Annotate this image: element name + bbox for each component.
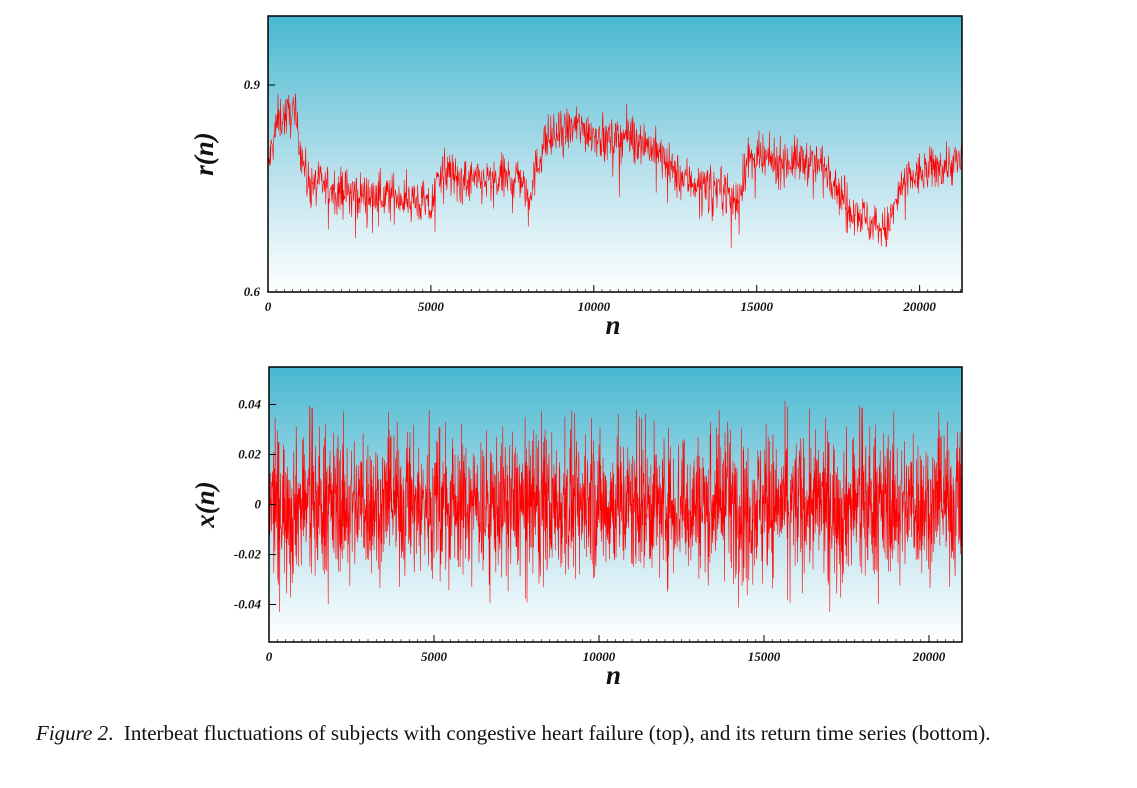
x-tick-label: 20000 — [902, 299, 936, 314]
y-tick-label: -0.02 — [234, 547, 262, 562]
x-tick-label: 10000 — [578, 299, 611, 314]
y-tick-label: 0 — [255, 497, 262, 512]
data-series-line — [268, 400, 963, 613]
caption-separator: . — [108, 721, 124, 745]
figure: 0 5000 10000 15000 20000 0.6 0.9 n r(n) 0 5000 100… — [189, 15, 963, 690]
caption-text: Interbeat fluctuations of subjects with … — [123, 721, 991, 745]
x-tick-label: 15000 — [748, 649, 781, 664]
y-tick-label: 0.6 — [244, 284, 261, 299]
x-tick-label: 0 — [265, 299, 272, 314]
caption-label: Figure 2 — [36, 721, 109, 745]
plot-background — [268, 16, 962, 292]
x-tick-label: 5000 — [418, 299, 445, 314]
chart-top-r-n: 0 5000 10000 15000 20000 0.6 0.9 n r(n) — [189, 15, 963, 340]
y-axis-label: r(n) — [189, 132, 219, 176]
y-tick-label: 0.9 — [244, 77, 261, 92]
x-axis-label: n — [605, 310, 620, 340]
chart-bottom-x-n: 0 5000 10000 15000 20000 -0.04 -0.02 0 0.02 0.04 n… — [190, 366, 963, 690]
y-tick-label: -0.04 — [234, 597, 262, 612]
y-tick-label: 0.04 — [238, 397, 261, 412]
x-tick-label: 5000 — [421, 649, 448, 664]
x-tick-label: 15000 — [740, 299, 773, 314]
y-axis-label: x(n) — [190, 481, 220, 529]
x-tick-label: 0 — [266, 649, 273, 664]
x-axis-label: n — [606, 660, 621, 690]
x-tick-label: 10000 — [583, 649, 616, 664]
y-tick-label: 0.02 — [238, 447, 261, 462]
x-tick-label: 20000 — [912, 649, 946, 664]
data-series-line — [267, 93, 963, 249]
figure-caption: Figure 2. Interbeat fluctuations of subj… — [36, 717, 1126, 749]
plot-frame — [267, 15, 963, 293]
